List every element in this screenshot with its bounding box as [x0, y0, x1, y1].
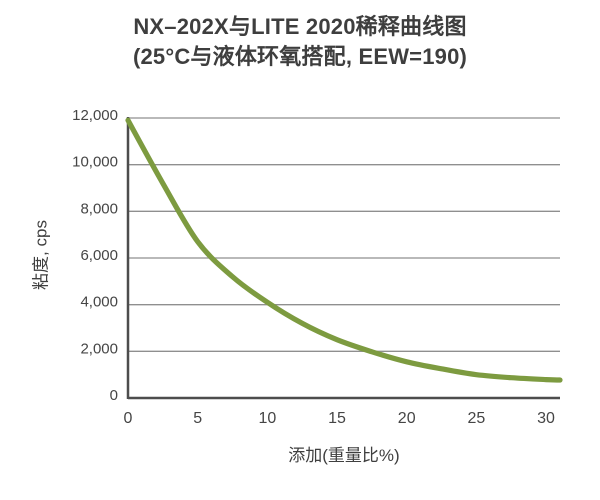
- x-tick-label: 15: [328, 410, 346, 427]
- x-tick-label: 20: [398, 410, 416, 427]
- x-tick-label: 30: [537, 410, 555, 427]
- y-axis-title: 粘度, cps: [31, 220, 51, 290]
- viscosity-curve: [125, 117, 563, 383]
- y-tick-label: 6,000: [80, 247, 118, 264]
- y-tick-label: 10,000: [72, 154, 118, 171]
- chart-title-block: NX–202X与LITE 2020稀释曲线图 (25°C与液体环氧搭配, EEW…: [0, 12, 600, 72]
- chart-title: NX–202X与LITE 2020稀释曲线图: [133, 14, 467, 39]
- x-axis-title: 添加(重量比%): [288, 446, 400, 465]
- chart-subtitle: (25°C与液体环氧搭配, EEW=190): [132, 44, 468, 69]
- x-tick-label: 10: [258, 410, 276, 427]
- y-tick-label: 0: [110, 387, 118, 404]
- y-tick-label: 12,000: [72, 107, 118, 124]
- x-tick-label: 25: [467, 410, 485, 427]
- x-tick-label: 0: [124, 410, 133, 427]
- y-tick-label: 4,000: [80, 294, 118, 311]
- y-tick-label: 8,000: [80, 200, 118, 217]
- y-tick-label: 2,000: [80, 340, 118, 357]
- x-tick-label: 5: [193, 410, 202, 427]
